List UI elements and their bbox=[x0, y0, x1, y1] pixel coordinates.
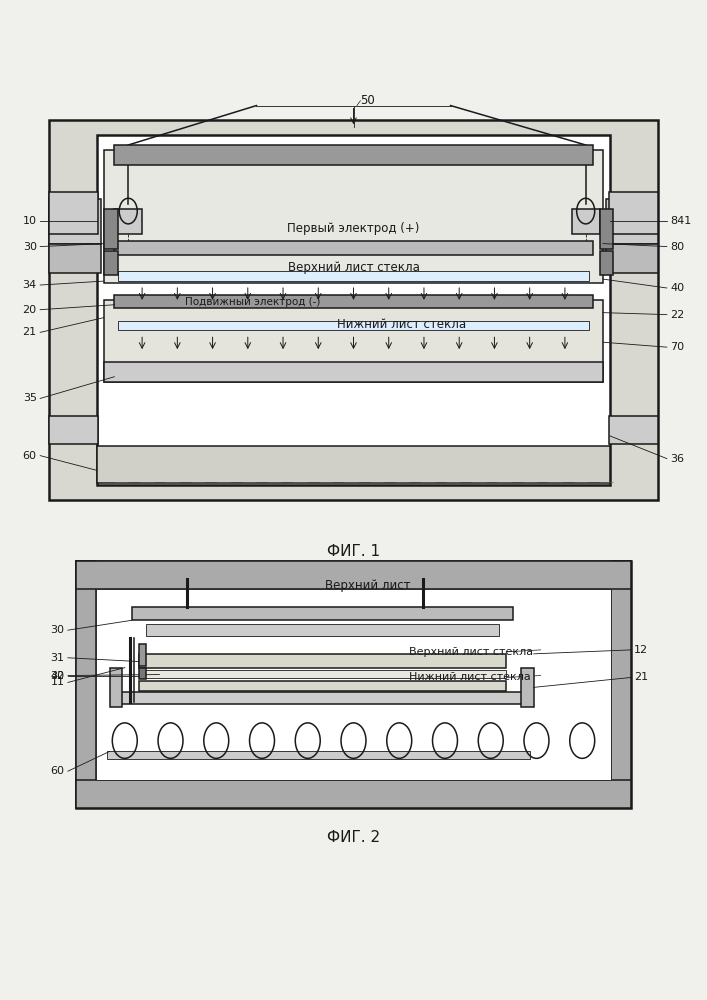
Bar bbox=[49, 416, 98, 444]
Text: 21: 21 bbox=[23, 327, 37, 337]
Text: 34: 34 bbox=[23, 280, 37, 290]
Text: 30: 30 bbox=[50, 625, 64, 635]
Bar bbox=[607, 244, 658, 273]
Text: Верхний лист стекла: Верхний лист стекла bbox=[409, 647, 533, 657]
Bar bbox=[76, 561, 95, 808]
Text: 35: 35 bbox=[23, 393, 37, 403]
Text: 10: 10 bbox=[23, 216, 37, 226]
Bar bbox=[139, 670, 506, 678]
Text: 22: 22 bbox=[670, 310, 684, 320]
Bar bbox=[609, 192, 658, 234]
Bar bbox=[115, 241, 592, 255]
Text: ФИГ. 1: ФИГ. 1 bbox=[327, 544, 380, 559]
Bar bbox=[139, 668, 146, 679]
Bar bbox=[49, 192, 98, 234]
Bar bbox=[118, 321, 589, 330]
Text: Нижний лист стекла: Нижний лист стекла bbox=[409, 673, 531, 683]
Bar bbox=[49, 244, 100, 273]
Bar bbox=[572, 209, 600, 234]
Bar bbox=[139, 644, 146, 666]
Bar bbox=[146, 624, 499, 636]
Bar bbox=[600, 251, 614, 275]
Text: 21: 21 bbox=[634, 673, 648, 683]
Text: 20: 20 bbox=[23, 305, 37, 315]
Text: Первый электрод (+): Первый электрод (+) bbox=[287, 222, 420, 235]
Bar bbox=[609, 416, 658, 444]
Bar bbox=[76, 561, 631, 808]
Text: ФИГ. 2: ФИГ. 2 bbox=[327, 830, 380, 845]
Text: Нижний лист стекла: Нижний лист стекла bbox=[337, 318, 467, 331]
Bar bbox=[521, 668, 534, 707]
Bar bbox=[115, 145, 592, 165]
Text: 11: 11 bbox=[50, 677, 64, 687]
Bar bbox=[115, 209, 142, 234]
Bar bbox=[97, 446, 610, 483]
Text: 31: 31 bbox=[50, 653, 64, 663]
Bar bbox=[76, 561, 631, 589]
Bar bbox=[612, 561, 631, 808]
Bar bbox=[49, 120, 658, 500]
Bar bbox=[104, 300, 603, 382]
Text: 80: 80 bbox=[670, 242, 684, 252]
Text: 841: 841 bbox=[670, 216, 691, 226]
Text: 12: 12 bbox=[634, 645, 648, 655]
Text: 40: 40 bbox=[50, 671, 64, 681]
Text: 40: 40 bbox=[670, 283, 684, 293]
Text: 36: 36 bbox=[670, 454, 684, 464]
Bar bbox=[139, 681, 506, 691]
Text: 30: 30 bbox=[23, 242, 37, 252]
Bar bbox=[115, 692, 523, 704]
Text: Подвижный электрод (-): Подвижный электрод (-) bbox=[185, 297, 321, 307]
Bar bbox=[104, 362, 603, 382]
Text: Верхний лист: Верхний лист bbox=[325, 579, 410, 592]
Bar bbox=[600, 209, 614, 249]
Bar bbox=[104, 251, 118, 275]
Bar bbox=[607, 199, 658, 244]
Text: 50: 50 bbox=[361, 94, 375, 107]
Bar bbox=[139, 654, 506, 668]
Text: 32: 32 bbox=[50, 671, 64, 681]
Bar bbox=[107, 751, 530, 759]
Bar bbox=[132, 606, 513, 620]
Text: 60: 60 bbox=[50, 766, 64, 776]
Bar bbox=[110, 668, 122, 707]
Bar bbox=[76, 780, 631, 808]
Bar bbox=[95, 589, 612, 780]
Bar bbox=[115, 295, 592, 308]
Bar bbox=[49, 199, 100, 244]
Bar bbox=[104, 150, 603, 283]
Text: 70: 70 bbox=[670, 342, 684, 352]
Bar bbox=[97, 135, 610, 485]
Bar bbox=[118, 271, 589, 281]
Text: 60: 60 bbox=[23, 451, 37, 461]
Text: Верхний лист стекла: Верхний лист стекла bbox=[288, 261, 419, 274]
Bar bbox=[104, 209, 118, 249]
